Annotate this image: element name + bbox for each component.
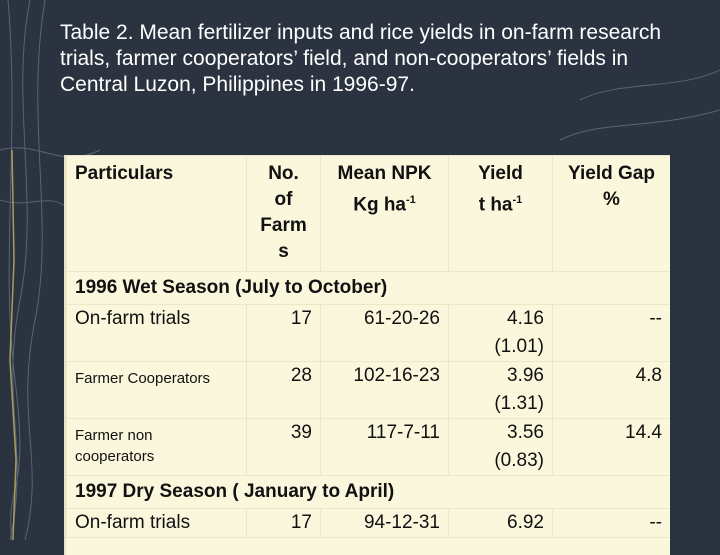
header-yield-gap: Yield Gap % [552, 155, 670, 272]
header-yield: Yield t ha-1 [448, 155, 553, 272]
cell-gap: -- [552, 304, 670, 362]
background-decoration [0, 0, 720, 540]
season-row: 1997 Dry Season ( January to April) [66, 475, 670, 509]
cell-farms: 17 [246, 508, 321, 538]
cell-yield: 3.96 (1.31) [448, 361, 553, 419]
slide-title: Table 2. Mean fertilizer inputs and rice… [60, 21, 662, 96]
cell-yield: 6.92 [448, 508, 553, 538]
table-row: On-farm trials 17 61-20-26 4.16 (1.01) -… [66, 304, 670, 362]
cell-gap: -- [552, 508, 670, 538]
cell-farms: 39 [246, 418, 321, 476]
header-particulars: Particulars [66, 155, 247, 272]
table-row: Farmer non cooperators 39 117-7-11 3.56 … [66, 418, 670, 476]
cell-npk: 94-12-31 [320, 508, 449, 538]
cell-particular: Farmer Cooperators [66, 361, 247, 419]
season-row: 1996 Wet Season (July to October) [66, 271, 670, 305]
cell-gap: 14.4 [552, 418, 670, 476]
data-table: Particulars No. of Farm s Mean NPK Kg ha… [64, 155, 670, 555]
cell-npk: 102-16-23 [320, 361, 449, 419]
season-label: 1996 Wet Season (July to October) [66, 271, 670, 305]
header-no-farms: No. of Farm s [246, 155, 321, 272]
cell-npk: 117-7-11 [320, 418, 449, 476]
cell-yield: 3.56 (0.83) [448, 418, 553, 476]
cell-gap: 4.8 [552, 361, 670, 419]
table-row: On-farm trials 17 94-12-31 6.92 -- [66, 508, 670, 538]
cell-yield: 4.16 (1.01) [448, 304, 553, 362]
cell-particular: On-farm trials [66, 508, 247, 538]
cell-particular: Farmer non cooperators [66, 418, 247, 476]
cell-particular: On-farm trials [66, 304, 247, 362]
season-label: 1997 Dry Season ( January to April) [66, 475, 670, 509]
table-row: Farmer Cooperators 28 102-16-23 3.96 (1.… [66, 361, 670, 419]
cell-farms: 17 [246, 304, 321, 362]
cell-farms: 28 [246, 361, 321, 419]
table-header-row: Particulars No. of Farm s Mean NPK Kg ha… [66, 155, 670, 272]
header-mean-npk: Mean NPK Kg ha-1 [320, 155, 449, 272]
cell-npk: 61-20-26 [320, 304, 449, 362]
